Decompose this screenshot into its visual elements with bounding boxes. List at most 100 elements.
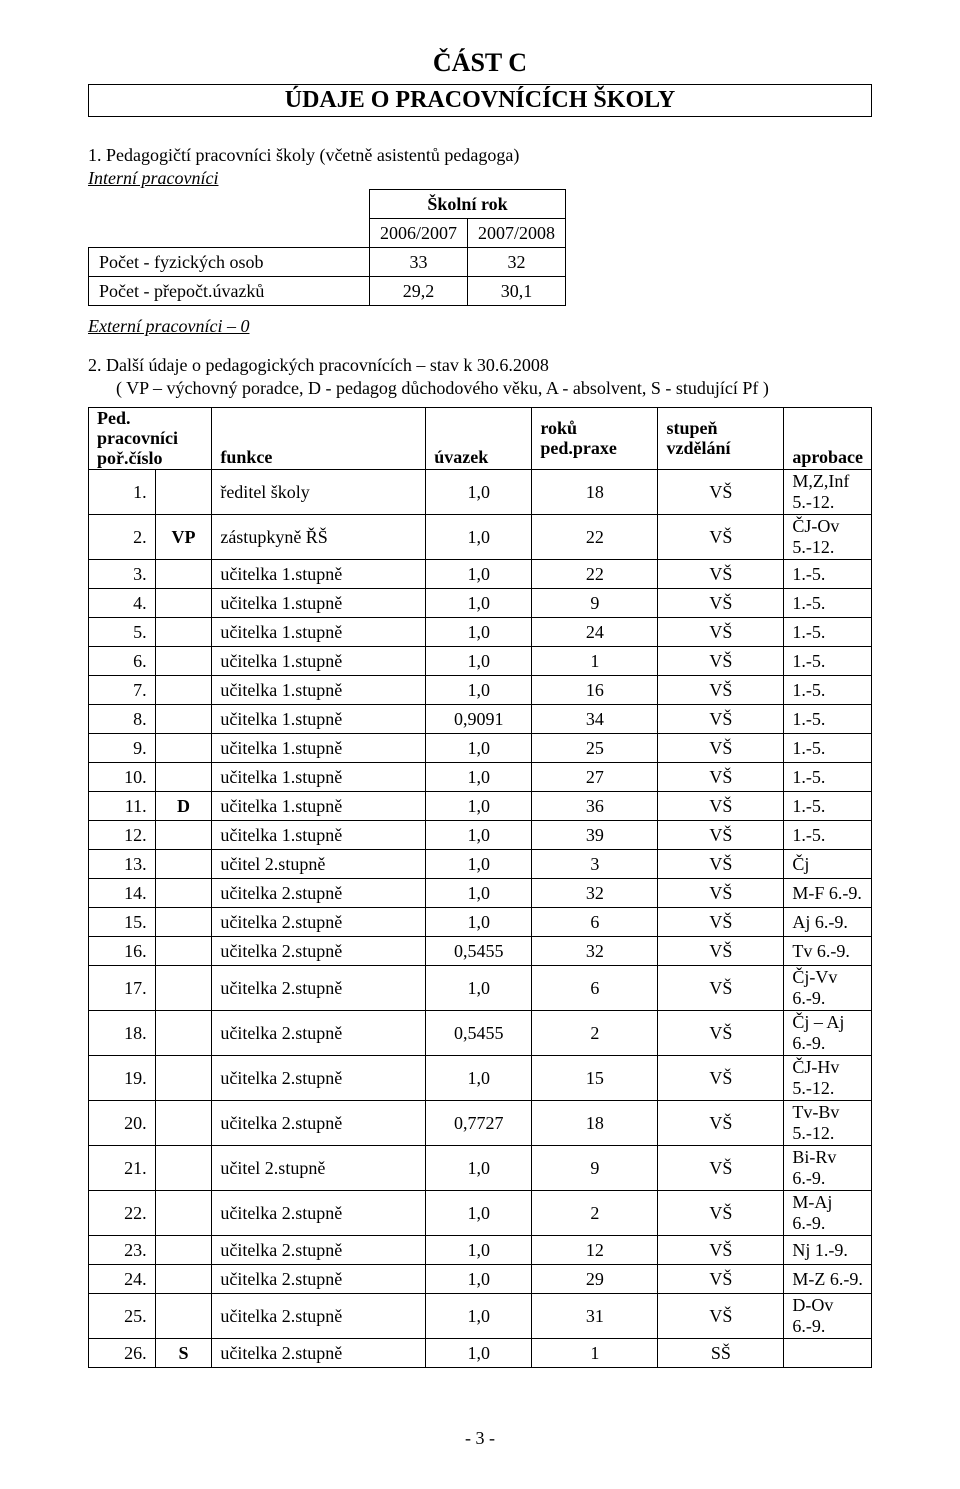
row-aprobace: 1.-5.: [784, 734, 872, 763]
row-stupen: VŠ: [658, 908, 784, 937]
row-roky: 36: [532, 792, 658, 821]
row-aprobace: M-Aj 6.-9.: [784, 1191, 872, 1236]
row-roky: 9: [532, 589, 658, 618]
row-stupen: VŠ: [658, 560, 784, 589]
row-funkce: učitelka 1.stupně: [212, 792, 426, 821]
col-header-roky: roků ped.praxe: [532, 408, 658, 470]
row-roky: 18: [532, 470, 658, 515]
row-aprobace: [784, 1339, 872, 1368]
row-aprobace: 1.-5.: [784, 705, 872, 734]
row-stupen: VŠ: [658, 850, 784, 879]
row-number: 10.: [89, 763, 156, 792]
row-mark: [155, 1056, 212, 1101]
row-mark: [155, 821, 212, 850]
row-funkce: učitelka 1.stupně: [212, 763, 426, 792]
table-row: 19.učitelka 2.stupně1,015VŠČJ-Hv 5.-12.: [89, 1056, 872, 1101]
table-row: 11.Dučitelka 1.stupně1,036VŠ1.-5.: [89, 792, 872, 821]
table-row: 3.učitelka 1.stupně1,022VŠ1.-5.: [89, 560, 872, 589]
row-funkce: učitel 2.stupně: [212, 1146, 426, 1191]
row-stupen: VŠ: [658, 647, 784, 676]
row-stupen: VŠ: [658, 734, 784, 763]
row-funkce: učitelka 2.stupně: [212, 1236, 426, 1265]
small-table-year-header: Školní rok: [370, 190, 566, 219]
row-funkce: učitelka 2.stupně: [212, 937, 426, 966]
row-uvazek: 1,0: [426, 618, 532, 647]
row-aprobace: Tv 6.-9.: [784, 937, 872, 966]
row-uvazek: 1,0: [426, 821, 532, 850]
row-aprobace: ČJ-Hv 5.-12.: [784, 1056, 872, 1101]
row-uvazek: 1,0: [426, 879, 532, 908]
row-roky: 32: [532, 879, 658, 908]
row-roky: 24: [532, 618, 658, 647]
row-aprobace: 1.-5.: [784, 792, 872, 821]
row-number: 11.: [89, 792, 156, 821]
row-uvazek: 0,5455: [426, 937, 532, 966]
col-header-stupen: stupeň vzdělání: [658, 408, 784, 470]
row-aprobace: M,Z,Inf 5.-12.: [784, 470, 872, 515]
row-number: 8.: [89, 705, 156, 734]
col-header-aprobace: aprobace: [784, 408, 872, 470]
row-roky: 1: [532, 647, 658, 676]
table-row: 4.učitelka 1.stupně1,09VŠ1.-5.: [89, 589, 872, 618]
row-uvazek: 1,0: [426, 763, 532, 792]
row-roky: 34: [532, 705, 658, 734]
row-roky: 2: [532, 1191, 658, 1236]
row-roky: 3: [532, 850, 658, 879]
row-funkce: učitelka 2.stupně: [212, 966, 426, 1011]
small-table: Školní rok 2006/2007 2007/2008 Počet - f…: [88, 189, 566, 306]
row-number: 1.: [89, 470, 156, 515]
row-stupen: VŠ: [658, 937, 784, 966]
row-uvazek: 1,0: [426, 1265, 532, 1294]
row-mark: [155, 1146, 212, 1191]
row-uvazek: 1,0: [426, 560, 532, 589]
row-roky: 18: [532, 1101, 658, 1146]
row-mark: [155, 734, 212, 763]
row-number: 13.: [89, 850, 156, 879]
row-funkce: učitelka 1.stupně: [212, 589, 426, 618]
row-stupen: VŠ: [658, 763, 784, 792]
row-aprobace: ČJ-Ov 5.-12.: [784, 515, 872, 560]
table-row: 25.učitelka 2.stupně1,031VŠD-Ov 6.-9.: [89, 1294, 872, 1339]
table-row: 6.učitelka 1.stupně1,01VŠ1.-5.: [89, 647, 872, 676]
small-table-year2: 2007/2008: [468, 219, 566, 248]
row-roky: 12: [532, 1236, 658, 1265]
row-roky: 6: [532, 908, 658, 937]
table-row: 18.učitelka 2.stupně0,54552VŠČj – Aj 6.-…: [89, 1011, 872, 1056]
row-aprobace: M-Z 6.-9.: [784, 1265, 872, 1294]
row-aprobace: Čj – Aj 6.-9.: [784, 1011, 872, 1056]
row-funkce: učitelka 2.stupně: [212, 1056, 426, 1101]
row-uvazek: 1,0: [426, 1339, 532, 1368]
row-roky: 15: [532, 1056, 658, 1101]
table-row: 26.Sučitelka 2.stupně1,01SŠ: [89, 1339, 872, 1368]
row-funkce: učitelka 2.stupně: [212, 1011, 426, 1056]
row-funkce: ředitel školy: [212, 470, 426, 515]
row-aprobace: Čj: [784, 850, 872, 879]
row-number: 22.: [89, 1191, 156, 1236]
row-uvazek: 0,7727: [426, 1101, 532, 1146]
row-aprobace: 1.-5.: [784, 560, 872, 589]
block2-note: ( VP – výchovný poradce, D - pedagog důc…: [116, 378, 872, 399]
row-stupen: VŠ: [658, 966, 784, 1011]
row-number: 3.: [89, 560, 156, 589]
row-roky: 32: [532, 937, 658, 966]
row-roky: 25: [532, 734, 658, 763]
row-mark: [155, 1101, 212, 1146]
row-mark: [155, 1191, 212, 1236]
row-number: 9.: [89, 734, 156, 763]
row-mark: [155, 1011, 212, 1056]
row-mark: [155, 879, 212, 908]
row-aprobace: 1.-5.: [784, 647, 872, 676]
table-row: 1.ředitel školy1,018VŠM,Z,Inf 5.-12.: [89, 470, 872, 515]
table-row: 10.učitelka 1.stupně1,027VŠ1.-5.: [89, 763, 872, 792]
row-uvazek: 1,0: [426, 647, 532, 676]
row-uvazek: 1,0: [426, 908, 532, 937]
row-funkce: učitelka 2.stupně: [212, 1339, 426, 1368]
col-header-porcislo: Ped. pracovníci poř.číslo: [89, 408, 212, 470]
row-uvazek: 1,0: [426, 792, 532, 821]
row-stupen: VŠ: [658, 879, 784, 908]
row-stupen: VŠ: [658, 1011, 784, 1056]
table-row: 7.učitelka 1.stupně1,016VŠ1.-5.: [89, 676, 872, 705]
block1-heading: 1. Pedagogičtí pracovníci školy (včetně …: [88, 145, 872, 166]
table-row: 23.učitelka 2.stupně1,012VŠNj 1.-9.: [89, 1236, 872, 1265]
row-number: 4.: [89, 589, 156, 618]
